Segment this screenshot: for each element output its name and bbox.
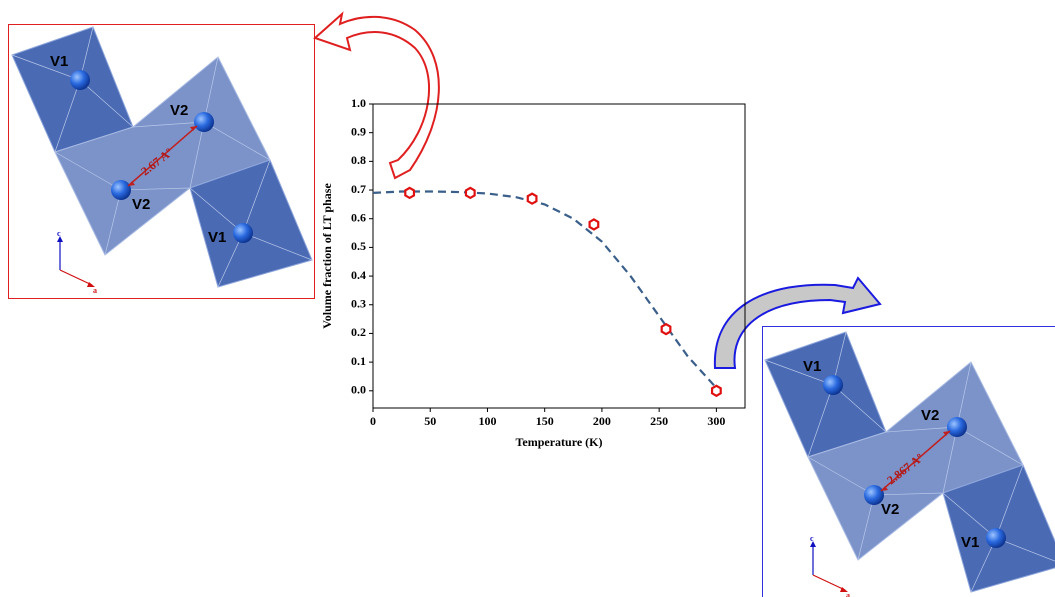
- x-axis-title: Temperature (K): [516, 435, 603, 449]
- site-label: V2: [881, 501, 899, 518]
- x-tick-label: 0: [370, 414, 376, 428]
- left-panel-frame: [8, 24, 315, 299]
- y-tick-label: 0.8: [351, 153, 366, 167]
- plot-frame: [372, 103, 746, 409]
- plot: Temperature (K) Volume fraction of LT ph…: [320, 96, 746, 449]
- data-point: [660, 322, 672, 336]
- y-tick-label: 0.4: [351, 268, 366, 282]
- data-point: [710, 384, 722, 398]
- axis-label: a: [846, 591, 850, 597]
- right-panel-frame: [762, 326, 1055, 597]
- axis-label: c: [810, 534, 814, 543]
- y-tick-label: 0.7: [351, 182, 366, 196]
- data-point: [526, 192, 538, 205]
- x-tick-label: 200: [593, 414, 611, 428]
- y-tick-label: 0.6: [351, 210, 366, 224]
- axis-label: a: [93, 286, 97, 295]
- site-label: V2: [921, 407, 939, 424]
- x-tick-label: 300: [707, 414, 725, 428]
- y-tick-label: 0.3: [351, 297, 366, 311]
- site-label: V1: [208, 229, 226, 246]
- site-label: V2: [132, 196, 150, 213]
- site-label: V1: [50, 53, 68, 70]
- y-axis-title: Volume fraction of LT phase: [320, 183, 334, 329]
- x-tick-label: 150: [536, 414, 554, 428]
- y-tick-label: 1.0: [351, 96, 366, 110]
- data-point: [464, 186, 476, 200]
- red-arrow: [313, 11, 440, 180]
- x-tick-label: 50: [424, 414, 436, 428]
- x-tick-label: 100: [478, 414, 496, 428]
- site-label: V1: [803, 358, 821, 375]
- y-tick-label: 0.2: [351, 325, 366, 339]
- right-structure: V1 V2 V2 V1 2.867 Aº c a: [764, 331, 1055, 597]
- y-tick-label: 0.5: [351, 239, 366, 253]
- site-label: V1: [961, 534, 979, 551]
- y-tick-label: 0.9: [351, 124, 366, 138]
- left-structure: V1 V2 V2 V1 2.67 Aº c a: [11, 26, 313, 295]
- blue-arrow: [713, 276, 882, 369]
- y-tick-label: 0.1: [351, 354, 366, 368]
- axis-label: c: [57, 229, 61, 238]
- x-tick-label: 250: [650, 414, 668, 428]
- fit-line: [372, 190, 718, 389]
- data-point: [588, 218, 600, 231]
- y-tick-label: 0.0: [351, 383, 366, 397]
- site-label: V2: [170, 102, 188, 119]
- data-point: [404, 186, 416, 200]
